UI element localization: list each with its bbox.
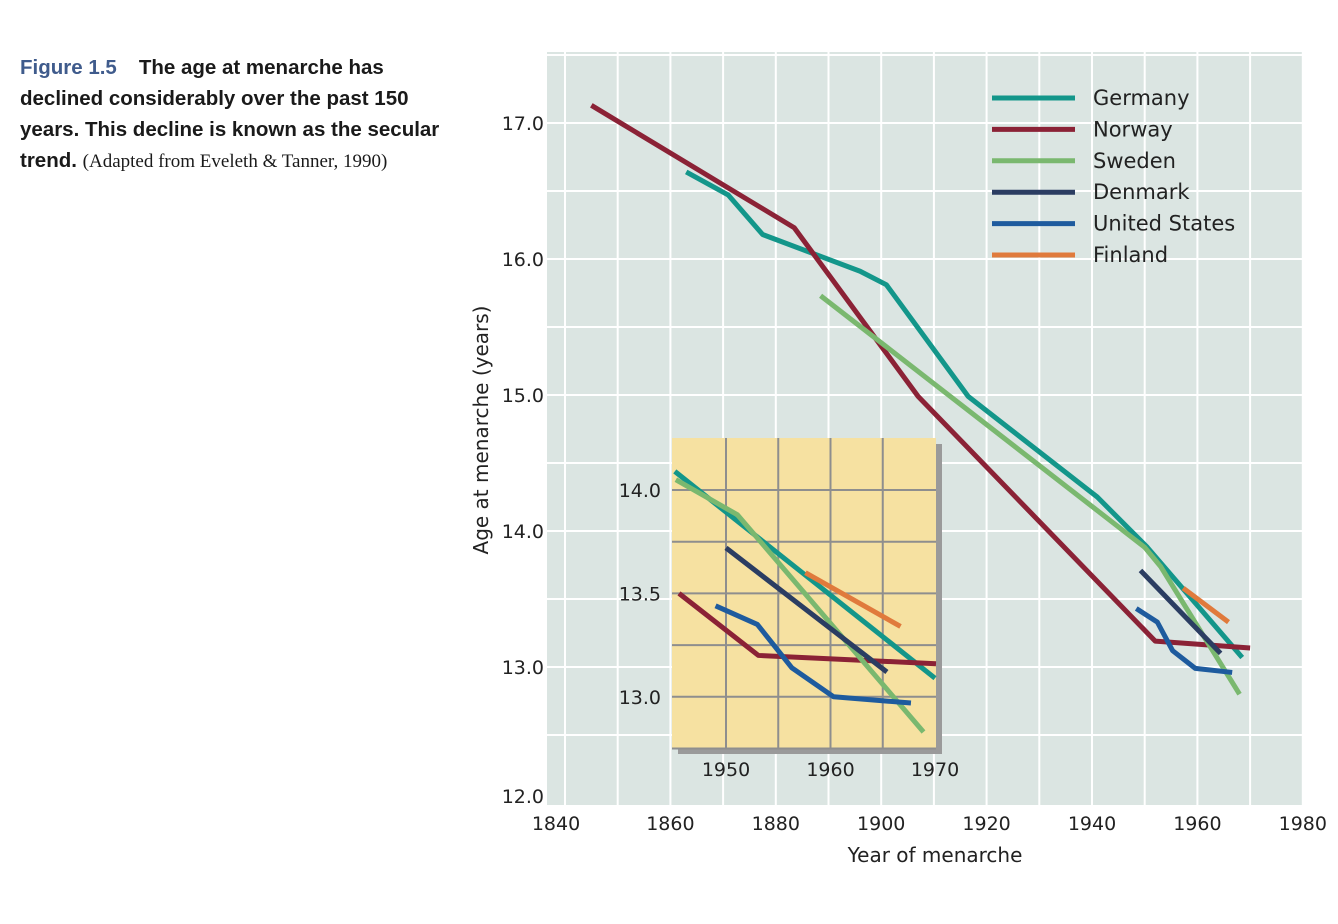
y-tick-label: 14.0 [502, 521, 544, 543]
y-tick-label: 16.0 [502, 249, 544, 271]
caption-source: (Adapted from Eveleth & Tanner, 1990) [82, 151, 388, 172]
x-tick-label: 1980 [1279, 813, 1327, 835]
series-line-germany [685, 169, 1245, 660]
series-line-norway [590, 103, 1251, 651]
series-line-finland [1181, 586, 1230, 625]
series-line-united-states [1134, 606, 1233, 675]
caption-title: The age at menarche has declined conside… [20, 56, 440, 172]
inset-series-line-finland [804, 570, 902, 629]
inset-series-line-norway [677, 591, 937, 667]
legend-label: Sweden [1093, 149, 1176, 173]
inset-series-line-sweden [674, 477, 926, 734]
y-tick-label: 13.0 [502, 657, 544, 679]
figure-label: Figure 1.5 [20, 56, 117, 79]
x-tick-label: 1840 [532, 813, 580, 835]
series-line-denmark [1138, 568, 1223, 656]
x-tick-label: 1860 [646, 813, 694, 835]
inset-series-line-denmark [724, 545, 889, 674]
inset-y-tick-label: 13.0 [619, 687, 661, 709]
inset-x-tick-label: 1960 [806, 759, 854, 781]
y-axis-title: Age at menarche (years) [469, 306, 493, 555]
x-axis-title: Year of menarche [847, 843, 1023, 867]
legend-label: United States [1093, 212, 1235, 236]
inset-x-tick-label: 1950 [702, 759, 750, 781]
x-tick-label: 1940 [1068, 813, 1116, 835]
x-tick-label: 1960 [1173, 813, 1221, 835]
x-tick-label: 1920 [962, 813, 1010, 835]
legend-label: Germany [1093, 86, 1190, 110]
inset-series-line-united-states [714, 603, 912, 706]
figure-caption: Figure 1.5 The age at menarche has declin… [20, 52, 450, 177]
legend-label: Finland [1093, 243, 1168, 267]
x-tick-label: 1880 [752, 813, 800, 835]
inset-x-tick-label: 1970 [911, 759, 959, 781]
y-tick-label: 12.0 [502, 786, 544, 808]
legend-label: Denmark [1093, 180, 1190, 204]
inset-y-tick-label: 13.5 [619, 583, 661, 605]
legend-label: Norway [1093, 117, 1173, 141]
y-tick-label: 17.0 [502, 113, 544, 135]
y-tick-label: 15.0 [502, 385, 544, 407]
inset-y-tick-label: 14.0 [619, 480, 661, 502]
x-tick-label: 1900 [857, 813, 905, 835]
